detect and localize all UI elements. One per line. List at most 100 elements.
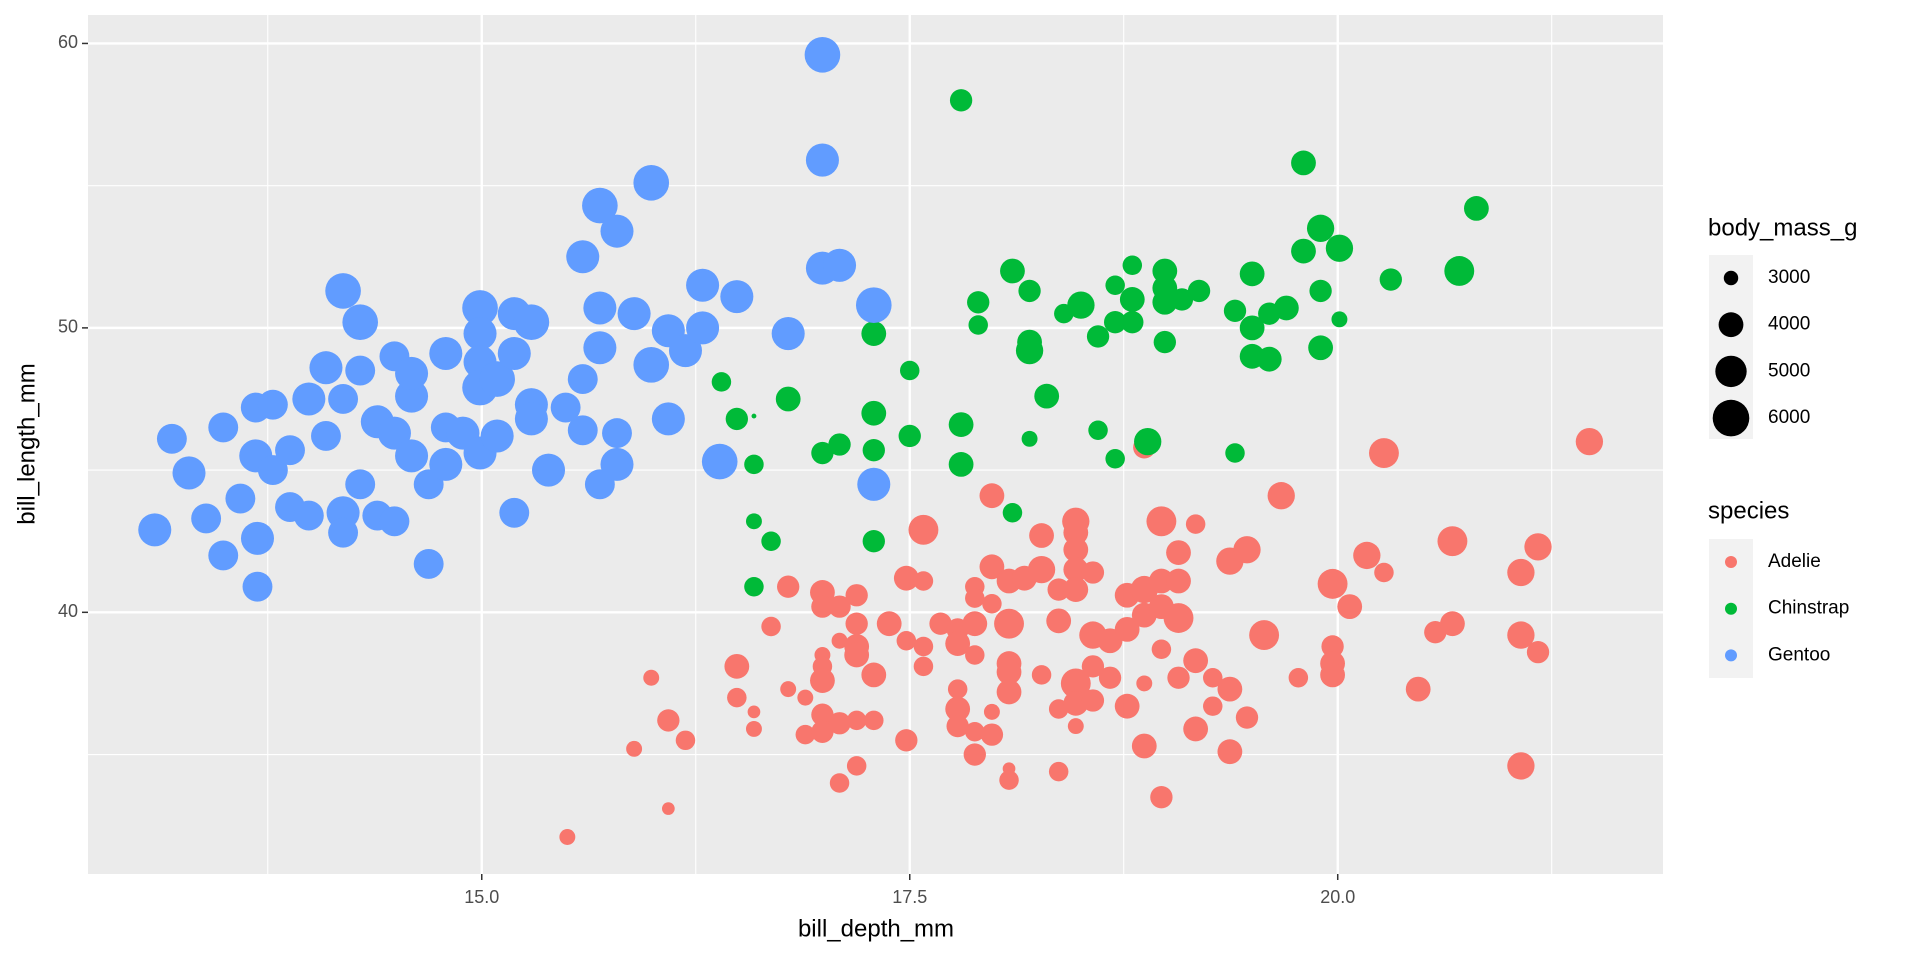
point [861, 662, 887, 688]
point [643, 669, 660, 686]
point [1098, 666, 1122, 689]
point [1018, 279, 1041, 303]
point [497, 336, 531, 370]
point [479, 361, 515, 397]
point [844, 642, 870, 668]
point [1121, 311, 1144, 334]
point [1291, 150, 1316, 176]
point [531, 453, 566, 487]
point [846, 710, 867, 731]
point [342, 304, 379, 341]
legend-label: Chinstrap [1768, 598, 1849, 619]
x-tick-label: 15.0 [464, 887, 499, 907]
point [1405, 676, 1431, 702]
point [979, 483, 1005, 509]
point [1063, 537, 1089, 563]
point [1273, 295, 1299, 321]
point [1369, 438, 1399, 468]
point [1524, 533, 1552, 561]
point [982, 594, 1002, 614]
point [1235, 706, 1259, 729]
point [600, 214, 634, 248]
point [1060, 668, 1091, 699]
point [745, 720, 762, 737]
point [1034, 383, 1060, 409]
point [662, 802, 675, 815]
point [945, 696, 971, 722]
point [1256, 346, 1282, 372]
point [1114, 693, 1140, 719]
point [1507, 558, 1535, 587]
point [795, 724, 816, 745]
point [395, 356, 429, 390]
point [1306, 214, 1335, 242]
point [1002, 503, 1023, 523]
point [1325, 234, 1354, 262]
point [1134, 428, 1162, 456]
point [429, 447, 463, 481]
point [1153, 330, 1176, 354]
point [747, 705, 761, 719]
point [499, 497, 530, 528]
point [946, 714, 969, 738]
point [1163, 603, 1194, 633]
point [292, 382, 326, 416]
point [257, 389, 288, 420]
x-tick-label: 20.0 [1320, 887, 1355, 907]
point [701, 443, 738, 480]
point [1183, 716, 1209, 742]
point [1149, 568, 1174, 594]
point [845, 584, 868, 607]
point [172, 456, 206, 490]
point [1152, 289, 1178, 315]
point [156, 423, 187, 454]
point [857, 467, 891, 501]
y-tick-label: 40 [58, 601, 78, 621]
point [617, 297, 651, 331]
point [480, 419, 514, 453]
point [908, 514, 939, 545]
size-legend-key [1712, 399, 1750, 437]
point [345, 355, 376, 386]
point [675, 730, 696, 751]
point [724, 653, 750, 679]
point [1440, 611, 1465, 637]
point [828, 712, 851, 735]
point [876, 611, 902, 637]
point [1146, 506, 1177, 537]
point [1114, 616, 1140, 642]
points [138, 37, 1604, 845]
legend-label: Gentoo [1768, 644, 1830, 665]
point [1063, 690, 1089, 716]
point [965, 588, 985, 608]
point [1203, 696, 1223, 716]
point [395, 439, 429, 473]
point [1048, 761, 1069, 782]
point [1166, 540, 1191, 565]
point [559, 829, 576, 845]
color-legend-title: species [1708, 497, 1789, 524]
point [328, 384, 359, 414]
point [395, 379, 429, 413]
point [1131, 733, 1157, 759]
point [1021, 430, 1038, 447]
point [780, 681, 797, 698]
point [1317, 568, 1348, 599]
point [811, 720, 834, 743]
point [208, 540, 239, 571]
point [1308, 335, 1334, 361]
point [1152, 258, 1178, 284]
point [1444, 256, 1475, 286]
size-legend-key [1718, 312, 1744, 338]
point [1029, 523, 1054, 548]
point [514, 402, 548, 436]
point [1223, 299, 1247, 322]
point [1119, 287, 1145, 312]
point [811, 703, 834, 726]
point [1170, 288, 1194, 311]
point [1067, 718, 1084, 735]
point [138, 513, 172, 547]
point [1575, 428, 1604, 456]
point [626, 740, 643, 757]
point [1105, 275, 1125, 295]
